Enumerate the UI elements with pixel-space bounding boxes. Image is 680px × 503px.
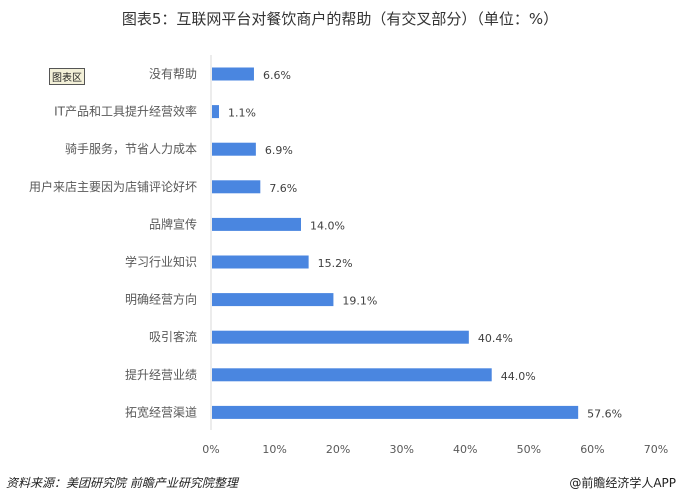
category-label: 提升经营业绩 [125,367,197,382]
data-label: 6.6% [263,69,291,82]
chart-title: 图表5：互联网平台对餐饮商户的帮助（有交叉部分）（单位：%） [121,10,559,28]
x-tick-label: 30% [389,443,413,456]
chart-area-badge: 图表区 [49,68,85,85]
bar [212,255,309,269]
data-label: 6.9% [265,144,293,157]
bar [212,105,219,119]
bar [212,217,301,231]
data-label: 40.4% [478,332,513,345]
bar [212,405,579,419]
category-label: IT产品和工具提升经营效率 [54,104,197,119]
x-tick-label: 70% [644,443,668,456]
x-tick-label: 60% [580,443,604,456]
bar [212,293,334,307]
bar [212,330,469,344]
bar [212,142,256,156]
data-label: 19.1% [342,295,377,308]
x-tick-label: 20% [326,443,350,456]
category-label: 用户来店主要因为店铺评论好坏 [29,179,197,194]
category-label: 拓宽经营渠道 [125,404,197,419]
credit: @前瞻经济学人APP [569,476,676,490]
bar [212,67,254,81]
source-note: 资料来源：美团研究院 前瞻产业研究院整理 [6,476,238,490]
data-label: 44.0% [501,370,536,383]
data-label: 1.1% [228,107,256,120]
bar [212,180,261,194]
bar [212,368,492,382]
data-label: 7.6% [269,182,297,195]
data-label: 15.2% [318,257,353,270]
x-tick-label: 0% [202,443,219,456]
category-label: 吸引客流 [149,329,197,344]
category-label: 品牌宣传 [149,216,197,231]
x-tick-label: 50% [517,443,541,456]
x-tick-label: 40% [453,443,477,456]
category-label: 明确经营方向 [125,292,197,307]
category-label: 骑手服务，节省人力成本 [65,141,197,156]
category-label: 学习行业知识 [125,254,197,269]
x-tick-label: 10% [262,443,286,456]
category-label: 没有帮助 [149,66,197,81]
data-label: 14.0% [310,219,345,232]
data-label: 57.6% [587,407,622,420]
